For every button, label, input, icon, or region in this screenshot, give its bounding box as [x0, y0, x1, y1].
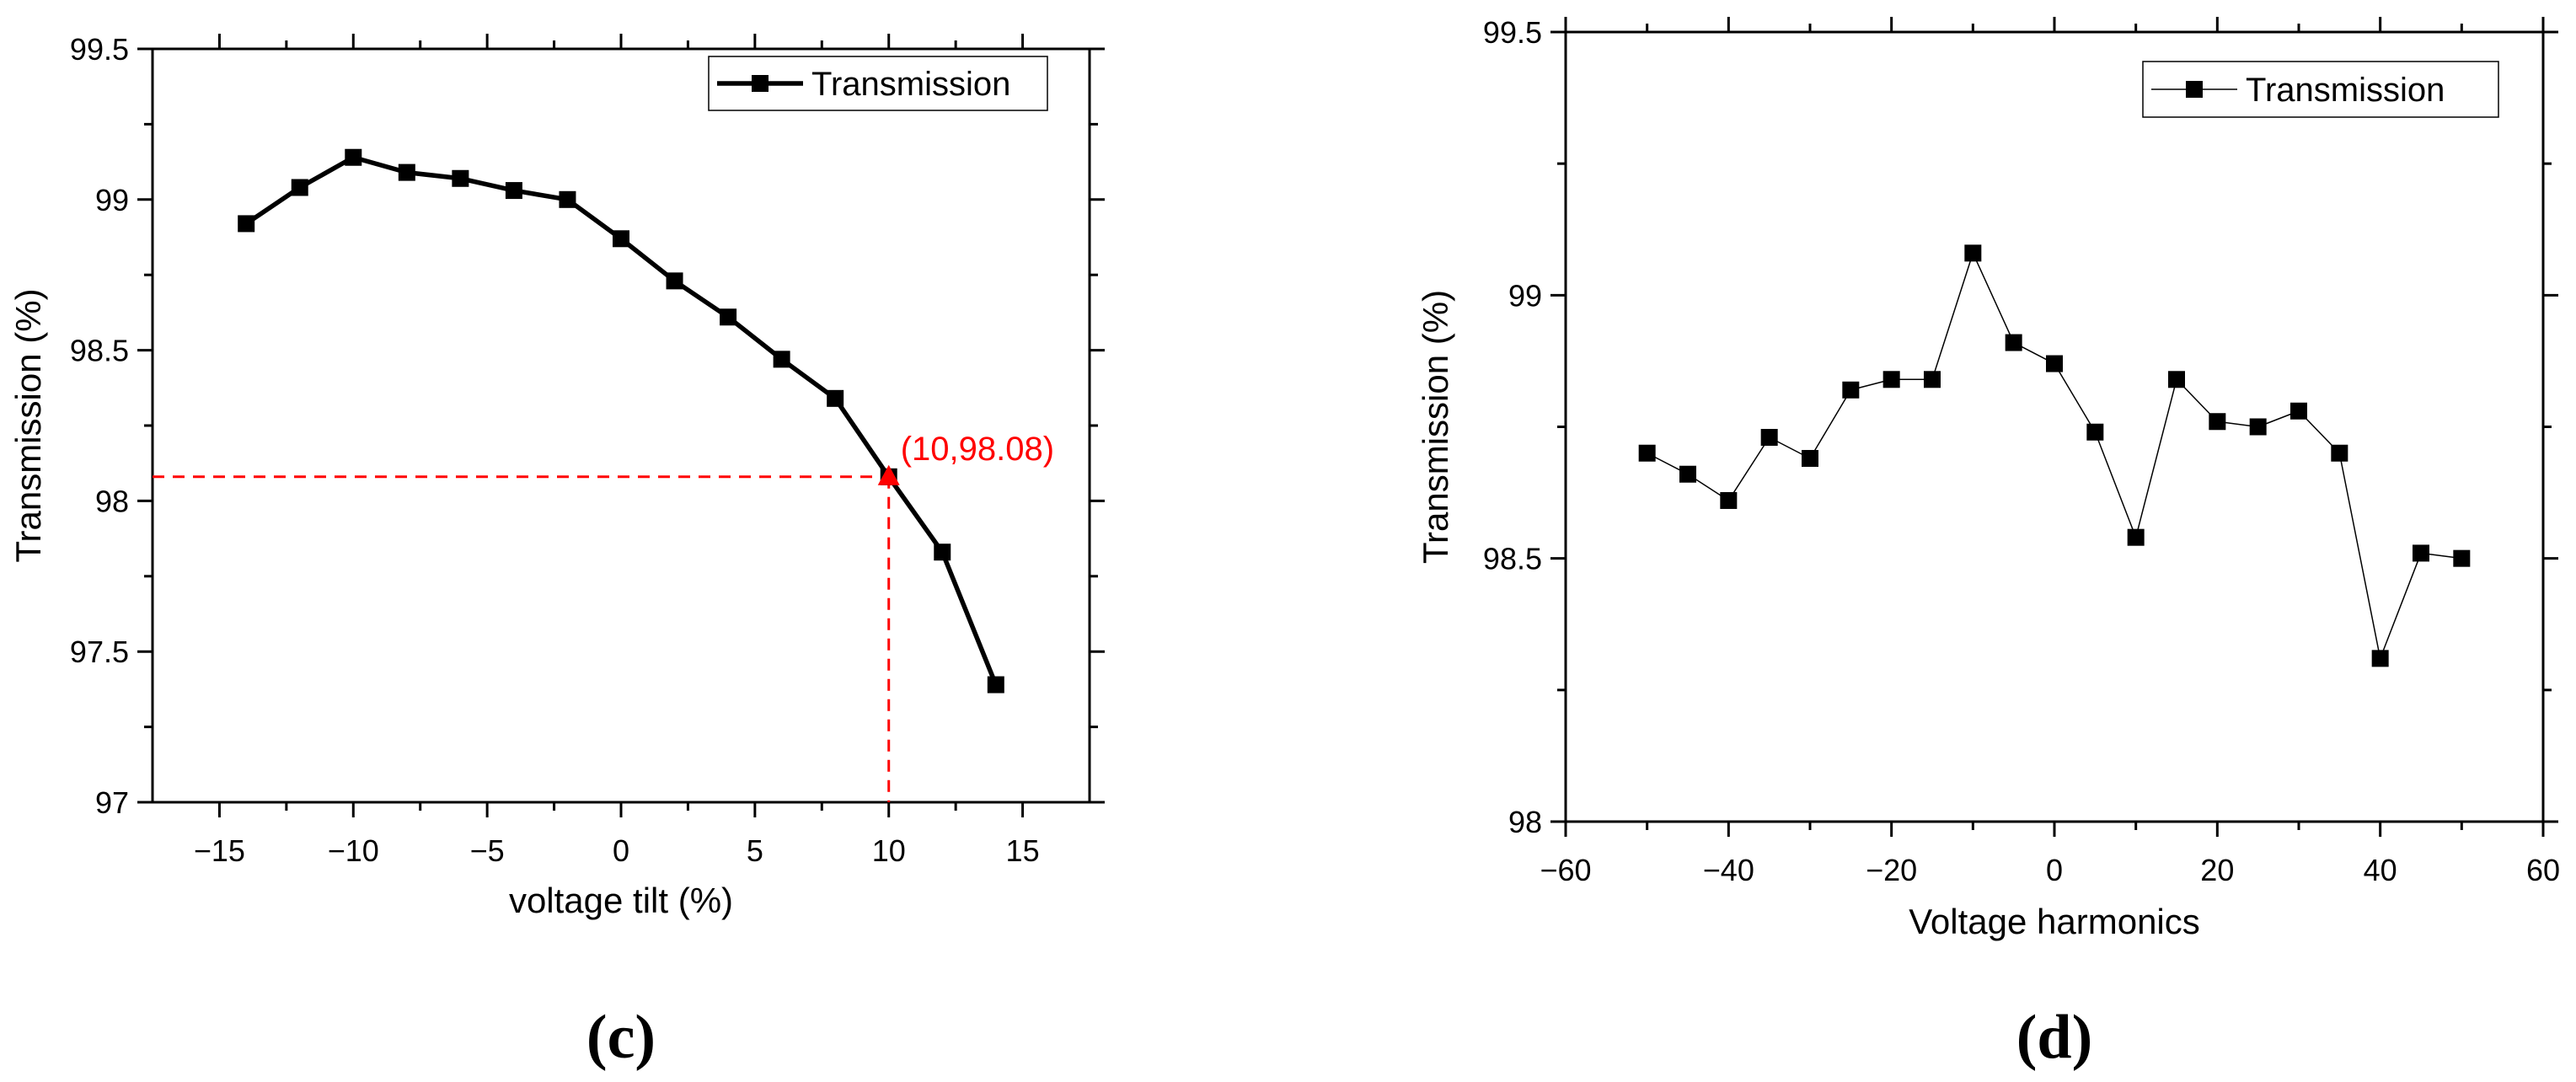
y-axis-label: Transmission (%): [8, 288, 48, 562]
data-point: [1638, 444, 1656, 462]
x-tick-label: 0: [2046, 853, 2063, 887]
data-point: [2290, 402, 2307, 420]
data-point: [2249, 418, 2267, 436]
data-point: [666, 272, 683, 290]
y-tick-label: 99: [1508, 278, 1542, 313]
data-point: [291, 179, 308, 196]
data-point: [345, 148, 362, 166]
data-point: [452, 169, 469, 187]
data-point: [827, 389, 844, 407]
x-tick-label: 20: [2200, 853, 2234, 887]
chart-voltage-tilt: −15 −10 −5 0 5 10 15 97 97.5 98 98.5 99 99.5 voltage …: [8, 32, 1105, 1072]
x-tick-label: 10: [872, 833, 906, 868]
legend-label: Transmission: [2246, 72, 2445, 109]
data-point: [1760, 428, 1778, 446]
x-tick-label: −60: [1540, 853, 1591, 887]
y-axis-label: Transmission (%): [1416, 290, 1455, 564]
x-tick-label: −20: [1866, 853, 1917, 887]
data-point: [987, 676, 1004, 694]
data-point: [2086, 423, 2104, 441]
data-point: [934, 544, 951, 561]
y-tick-label: 97: [95, 785, 129, 820]
data-point: [2005, 334, 2022, 351]
data-point: [2168, 371, 2185, 388]
y-tick-label: 98.5: [1483, 542, 1542, 576]
data-point: [2127, 528, 2145, 546]
x-tick-label: −15: [194, 833, 245, 868]
x-tick-label: −10: [328, 833, 379, 868]
x-tick-label: 5: [747, 833, 763, 868]
data-point: [2331, 444, 2348, 462]
x-axis-label: voltage tilt (%): [509, 881, 733, 920]
data-point: [720, 308, 737, 326]
plot-frame: [151, 47, 1091, 804]
data-point: [1882, 371, 1900, 388]
data-point: [505, 182, 522, 200]
y-tick-label: 99: [95, 183, 129, 217]
y-tick-label: 97.5: [70, 635, 129, 669]
data-point: [559, 190, 576, 208]
legend-marker: [752, 75, 769, 92]
data-point: [1842, 381, 1860, 399]
data-point: [2453, 549, 2471, 567]
x-tick-label: 0: [613, 833, 629, 868]
annotation-marker: [877, 464, 900, 485]
plot-frame: [1564, 30, 2545, 823]
data-point: [2046, 355, 2063, 372]
panel-label: (c): [586, 1003, 656, 1072]
y-tick-label: 98.5: [70, 334, 129, 368]
chart-voltage-harmonics: −60 −40 −20 0 20 40 60 98 98.5 99 99.5 Voltage harm…: [1416, 15, 2560, 1072]
data-point: [2209, 413, 2226, 431]
x-axis-label: Voltage harmonics: [1909, 902, 2200, 941]
data-point: [2371, 650, 2389, 667]
y-tick-label: 98: [95, 484, 129, 518]
data-point: [238, 215, 255, 233]
annotation-label: (10,98.08): [901, 431, 1054, 468]
y-tick-label: 99.5: [1483, 15, 1542, 50]
data-point: [613, 230, 629, 248]
data-point: [398, 163, 415, 181]
x-tick-label: 60: [2526, 853, 2560, 887]
legend-marker: [2186, 81, 2203, 98]
data-point: [773, 351, 790, 368]
x-tick-label: 40: [2364, 853, 2397, 887]
legend-label: Transmission: [811, 66, 1010, 103]
data-point: [1924, 371, 1941, 388]
panel-label: (d): [2016, 1003, 2092, 1072]
y-tick-label: 98: [1508, 805, 1542, 839]
data-point: [1679, 465, 1696, 483]
x-tick-label: 15: [1006, 833, 1040, 868]
data-point: [1802, 449, 1818, 467]
data-point: [1964, 244, 1982, 262]
data-point: [1720, 491, 1738, 509]
y-tick-label: 99.5: [70, 32, 129, 67]
x-tick-label: −40: [1703, 853, 1754, 887]
data-point: [2413, 544, 2429, 562]
x-tick-label: −5: [470, 833, 505, 868]
